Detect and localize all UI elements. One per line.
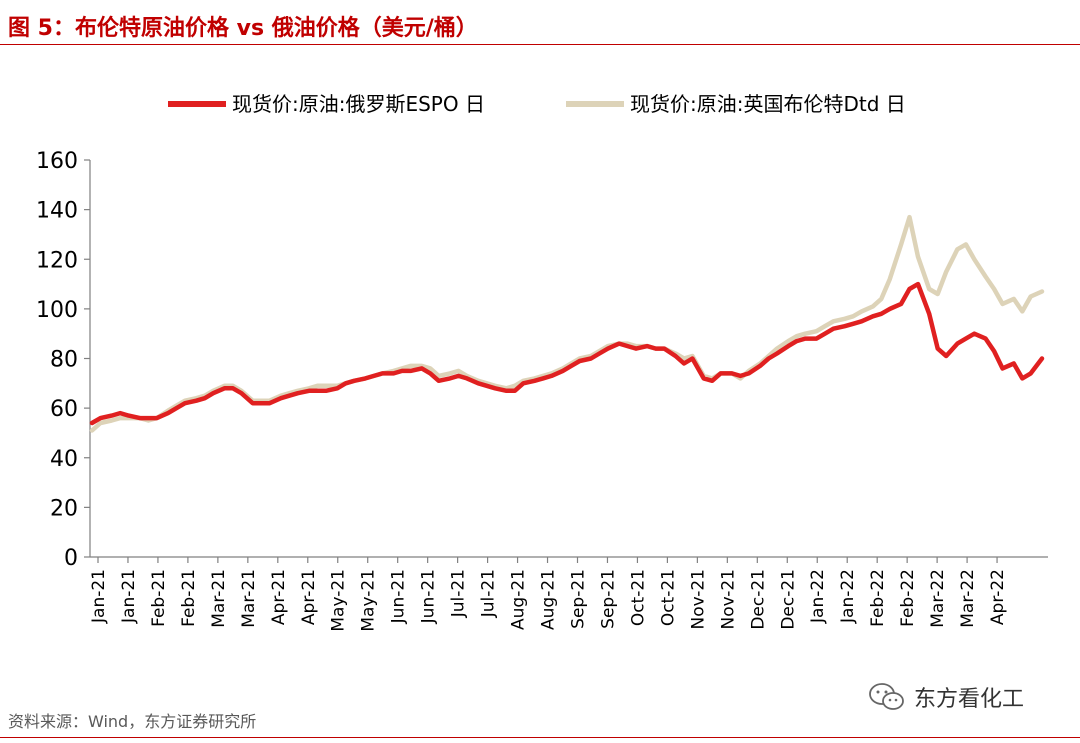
y-tick-label: 120 — [36, 248, 78, 273]
series-line-espo — [89, 281, 1045, 426]
y-tick-label: 20 — [50, 496, 78, 521]
x-tick-label: Apr-22 — [988, 569, 1008, 625]
x-tick-label: Mar-22 — [928, 569, 948, 628]
series-line-brent — [89, 214, 1045, 433]
legend-label-brent: 现货价:原油:英国布伦特Dtd 日 — [630, 92, 906, 116]
x-tick-label: Mar-22 — [958, 569, 978, 628]
x-tick-label: Apr-21 — [269, 569, 289, 625]
y-tick-label: 100 — [36, 298, 78, 323]
x-tick-label: Nov-21 — [688, 569, 708, 630]
x-tick-label: Jun-21 — [389, 569, 409, 624]
x-tick-label: Jan-22 — [838, 569, 858, 624]
x-tick-label: May-21 — [359, 569, 379, 632]
legend-label-espo: 现货价:原油:俄罗斯ESPO 日 — [232, 92, 485, 116]
x-tick-label: Feb-22 — [868, 569, 888, 627]
x-tick-label: Jul-21 — [449, 569, 469, 618]
x-tick-label: Jan-21 — [89, 569, 109, 624]
x-tick-label: Feb-21 — [149, 569, 169, 627]
chart-legend: 现货价:原油:俄罗斯ESPO 日 现货价:原油:英国布伦特Dtd 日 — [168, 92, 906, 116]
x-tick-label: Oct-21 — [658, 569, 678, 626]
y-tick-label: 160 — [36, 149, 78, 174]
x-tick-label: May-21 — [329, 569, 349, 632]
y-tick-label: 40 — [50, 447, 78, 472]
figure-title: 图 5：布伦特原油价格 vs 俄油价格（美元/桶） — [8, 16, 478, 41]
y-tick-label: 140 — [36, 199, 78, 224]
x-tick-label: Feb-22 — [898, 569, 918, 627]
x-tick-label: Nov-21 — [718, 569, 738, 630]
watermark: 东方看化工 — [868, 680, 1024, 714]
x-tick-label: Sep-21 — [568, 569, 588, 629]
x-tick-label: Jul-21 — [479, 569, 499, 618]
x-tick-label: Aug-21 — [539, 569, 559, 630]
y-tick-label: 80 — [50, 348, 78, 373]
wechat-icon — [869, 683, 904, 710]
x-tick-label: Mar-21 — [209, 569, 229, 628]
y-tick-label: 0 — [64, 546, 78, 571]
x-tick-label: Aug-21 — [509, 569, 529, 630]
source-note: 资料来源：Wind，东方证券研究所 — [8, 712, 257, 731]
x-tick-label: Jan-21 — [119, 569, 139, 624]
watermark-text: 东方看化工 — [914, 687, 1025, 712]
x-tick-label: Sep-21 — [598, 569, 618, 629]
x-tick-label: Feb-21 — [179, 569, 199, 627]
x-tick-label: Mar-21 — [239, 569, 259, 628]
title-rule — [0, 44, 1080, 45]
x-tick-label: Dec-21 — [778, 569, 798, 630]
x-tick-label: Jan-22 — [808, 569, 828, 624]
x-tick-label: Dec-21 — [748, 569, 768, 630]
x-tick-label: Oct-21 — [628, 569, 648, 626]
y-tick-label: 60 — [50, 397, 78, 422]
x-tick-label: Apr-21 — [299, 569, 319, 625]
plot-area — [89, 214, 1045, 433]
x-axis: Jan-21 Jan-21 Feb-21 Feb-21 Mar-21 Mar-21 Apr-… — [89, 556, 1048, 632]
x-tick-label: Jun-21 — [419, 569, 439, 624]
bottom-rule — [0, 737, 1080, 738]
y-axis: 0 20 40 60 80 100 120 140 160 — [36, 149, 91, 571]
